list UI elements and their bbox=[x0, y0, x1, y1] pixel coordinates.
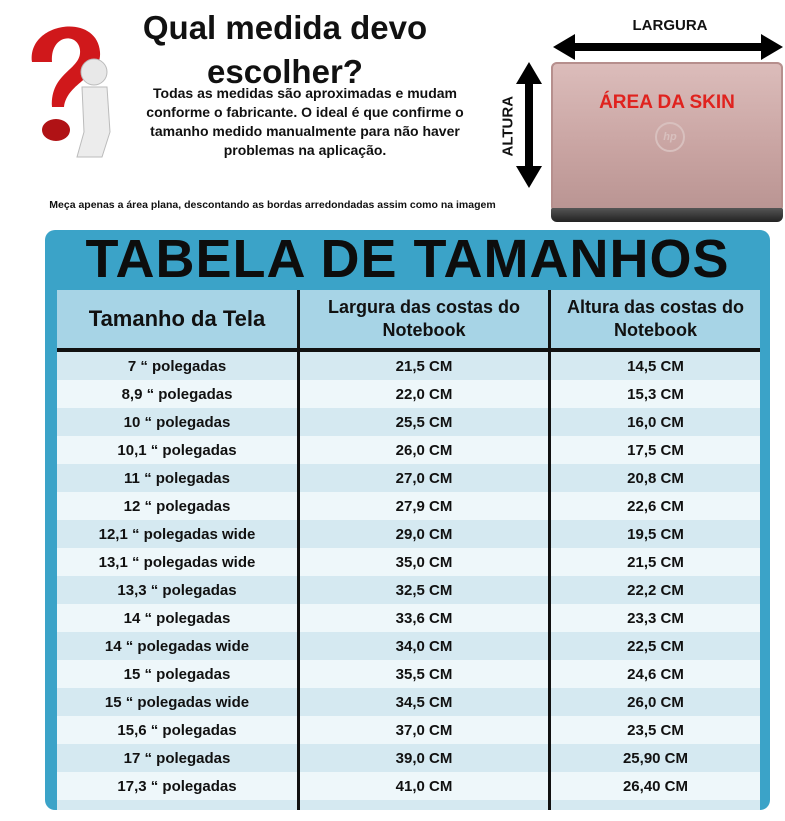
column-header-height: Altura das costas do Notebook bbox=[566, 297, 745, 340]
page-title: Qual medida devo escolher? bbox=[142, 9, 428, 90]
table-row: 14 “ polegadas 33,6 CM 23,3 CM bbox=[57, 604, 760, 632]
table-row: 12 “ polegadas 27,9 CM 22,6 CM bbox=[57, 492, 760, 520]
cell-width: 33,6 CM bbox=[300, 604, 551, 632]
cell-screen-size: 15 “ polegadas bbox=[57, 660, 300, 688]
laptop-base bbox=[551, 208, 783, 222]
table-row: 15 “ polegadas wide 34,5 CM 26,0 CM bbox=[57, 688, 760, 716]
cell-width: 27,0 CM bbox=[300, 464, 551, 492]
cell-width: 41,0 CM bbox=[300, 772, 551, 800]
cell-height: 16,0 CM bbox=[627, 413, 684, 431]
cell-width: 26,0 CM bbox=[300, 436, 551, 464]
cell-screen-size: 12 “ polegadas bbox=[57, 492, 300, 520]
cell-screen-size: 14 “ polegadas bbox=[57, 604, 300, 632]
cell-width: 21,5 CM bbox=[300, 352, 551, 380]
height-label: ALTURA bbox=[499, 95, 517, 157]
cell-height: 14,5 CM bbox=[627, 357, 684, 375]
table-row: 11 “ polegadas 27,0 CM 20,8 CM bbox=[57, 464, 760, 492]
cell-screen-size: 10,1 “ polegadas bbox=[57, 436, 300, 464]
cell-screen-size: 11 “ polegadas bbox=[57, 464, 300, 492]
cell-height: 26,40 CM bbox=[622, 777, 689, 795]
table-row: 13,3 “ polegadas 32,5 CM 22,2 CM bbox=[57, 576, 760, 604]
size-table: Tamanho da Tela Largura das costas do No… bbox=[57, 290, 760, 810]
cell-screen-size bbox=[57, 800, 300, 810]
cell-width: 22,0 CM bbox=[300, 380, 551, 408]
column-header-width: Largura das costas do Notebook bbox=[300, 290, 551, 348]
table-row: 14 “ polegadas wide 34,0 CM 22,5 CM bbox=[57, 632, 760, 660]
cell-height: 25,90 CM bbox=[622, 749, 689, 767]
cell-width: 32,5 CM bbox=[300, 576, 551, 604]
column-header-screen-size: Tamanho da Tela bbox=[57, 290, 300, 348]
skin-area-label: ÁREA DA SKIN bbox=[599, 92, 735, 113]
measure-note: Meça apenas a área plana, descontando as… bbox=[49, 199, 496, 211]
cell-height: 22,6 CM bbox=[627, 497, 684, 515]
cell-height bbox=[551, 800, 760, 810]
cell-height: 20,8 CM bbox=[627, 469, 684, 487]
question-figure-icon bbox=[31, 26, 111, 158]
table-row: 7 “ polegadas 21,5 CM 14,5 CM bbox=[57, 352, 760, 380]
cell-screen-size: 17,3 “ polegadas bbox=[57, 772, 300, 800]
table-row: 12,1 “ polegadas wide 29,0 CM 19,5 CM bbox=[57, 520, 760, 548]
cell-width: 27,9 CM bbox=[300, 492, 551, 520]
table-row: 17,3 “ polegadas 41,0 CM 26,40 CM bbox=[57, 772, 760, 800]
cell-height: 21,5 CM bbox=[627, 553, 684, 571]
table-row: 15,6 “ polegadas 37,0 CM 23,5 CM bbox=[57, 716, 760, 744]
table-row: 8,9 “ polegadas 22,0 CM 15,3 CM bbox=[57, 380, 760, 408]
cell-width: 39,0 CM bbox=[300, 744, 551, 772]
cell-width: 35,0 CM bbox=[300, 548, 551, 576]
cell-height: 24,6 CM bbox=[627, 665, 684, 683]
table-header: Tamanho da Tela Largura das costas do No… bbox=[57, 290, 760, 352]
hp-logo-icon: hp bbox=[655, 122, 685, 152]
horizontal-arrow-icon bbox=[553, 34, 783, 60]
cell-height: 19,5 CM bbox=[627, 525, 684, 543]
cell-width: 37,0 CM bbox=[300, 716, 551, 744]
cell-screen-size: 8,9 “ polegadas bbox=[57, 380, 300, 408]
cell-screen-size: 15,6 “ polegadas bbox=[57, 716, 300, 744]
table-row: 13,1 “ polegadas wide 35,0 CM 21,5 CM bbox=[57, 548, 760, 576]
table-row-empty bbox=[57, 800, 760, 810]
cell-screen-size: 14 “ polegadas wide bbox=[57, 632, 300, 660]
table-row: 15 “ polegadas 35,5 CM 24,6 CM bbox=[57, 660, 760, 688]
width-label: LARGURA bbox=[632, 17, 708, 34]
description: Todas as medidas são aproximadas e mudam… bbox=[146, 85, 464, 158]
cell-width: 34,5 CM bbox=[300, 688, 551, 716]
cell-width: 35,5 CM bbox=[300, 660, 551, 688]
cell-height: 17,5 CM bbox=[627, 441, 684, 459]
cell-width: 34,0 CM bbox=[300, 632, 551, 660]
cell-screen-size: 13,1 “ polegadas wide bbox=[57, 548, 300, 576]
cell-height: 22,5 CM bbox=[627, 637, 684, 655]
cell-width bbox=[300, 800, 551, 810]
cell-screen-size: 13,3 “ polegadas bbox=[57, 576, 300, 604]
table-row: 10,1 “ polegadas 26,0 CM 17,5 CM bbox=[57, 436, 760, 464]
vertical-arrow-icon bbox=[516, 62, 542, 188]
cell-height: 15,3 CM bbox=[627, 385, 684, 403]
table-title: TABELA DE TAMANHOS bbox=[85, 229, 730, 289]
cell-width: 25,5 CM bbox=[300, 408, 551, 436]
cell-height: 23,5 CM bbox=[627, 721, 684, 739]
cell-screen-size: 7 “ polegadas bbox=[57, 352, 300, 380]
cell-width: 29,0 CM bbox=[300, 520, 551, 548]
cell-screen-size: 12,1 “ polegadas wide bbox=[57, 520, 300, 548]
cell-screen-size: 17 “ polegadas bbox=[57, 744, 300, 772]
cell-height: 23,3 CM bbox=[627, 609, 684, 627]
cell-screen-size: 15 “ polegadas wide bbox=[57, 688, 300, 716]
cell-screen-size: 10 “ polegadas bbox=[57, 408, 300, 436]
table-row: 10 “ polegadas 25,5 CM 16,0 CM bbox=[57, 408, 760, 436]
cell-height: 26,0 CM bbox=[627, 693, 684, 711]
table-row: 17 “ polegadas 39,0 CM 25,90 CM bbox=[57, 744, 760, 772]
cell-height: 22,2 CM bbox=[627, 581, 684, 599]
